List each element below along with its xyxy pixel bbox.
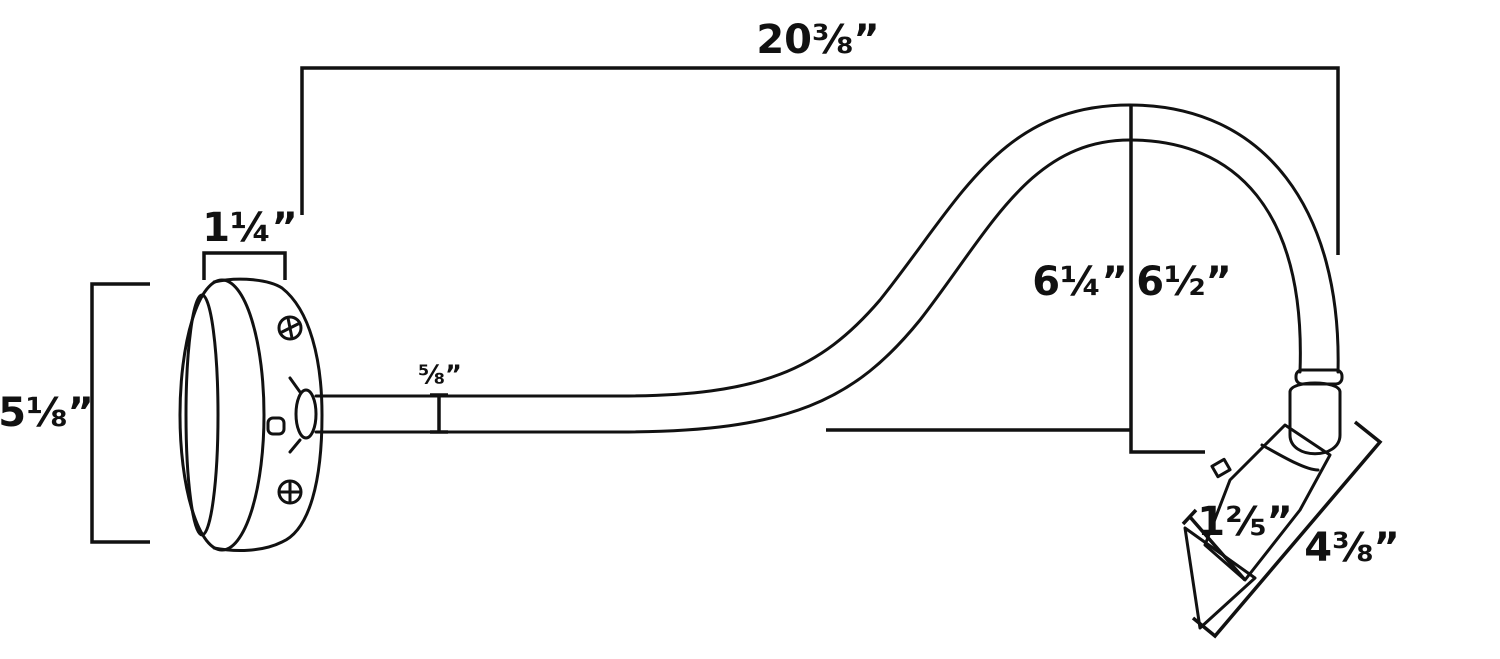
- shade-length-line: [1191, 420, 1383, 639]
- dimension-label: 5⅛”: [0, 390, 94, 436]
- dimension-label: ⅝”: [418, 361, 462, 391]
- set-screw: [266, 416, 286, 436]
- arm-collar: [288, 376, 302, 454]
- screw-slot: [280, 316, 300, 340]
- arm-collar: [294, 388, 318, 440]
- rise-lines: [826, 105, 1205, 454]
- dimension-lines: [90, 66, 1383, 639]
- screw: [277, 315, 303, 341]
- lamp-screw: [1210, 457, 1232, 479]
- arm-outer: [314, 103, 1340, 398]
- dimension-label: 1⅖”: [1197, 499, 1293, 545]
- knuckle: [1288, 381, 1342, 456]
- arm-inner: [314, 138, 1302, 434]
- plate-rim: [184, 293, 220, 537]
- dimension-label: 6½”: [1136, 259, 1232, 305]
- dimension-label: 1¼”: [202, 205, 298, 251]
- screw-slot: [278, 480, 302, 504]
- length-line: [300, 66, 1340, 255]
- lamp-band: [1260, 443, 1320, 472]
- dimension-label: 20⅜”: [756, 17, 879, 63]
- light-fixture-drawing: [178, 103, 1344, 630]
- diameter-line: [430, 393, 448, 434]
- plate-edge: [212, 277, 324, 552]
- depth-line: [202, 251, 287, 280]
- height-line: [90, 282, 150, 544]
- shade-width-line: [1181, 508, 1247, 582]
- dimension-label: 4⅜”: [1304, 525, 1400, 571]
- dimension-label: 6¼”: [1032, 259, 1128, 305]
